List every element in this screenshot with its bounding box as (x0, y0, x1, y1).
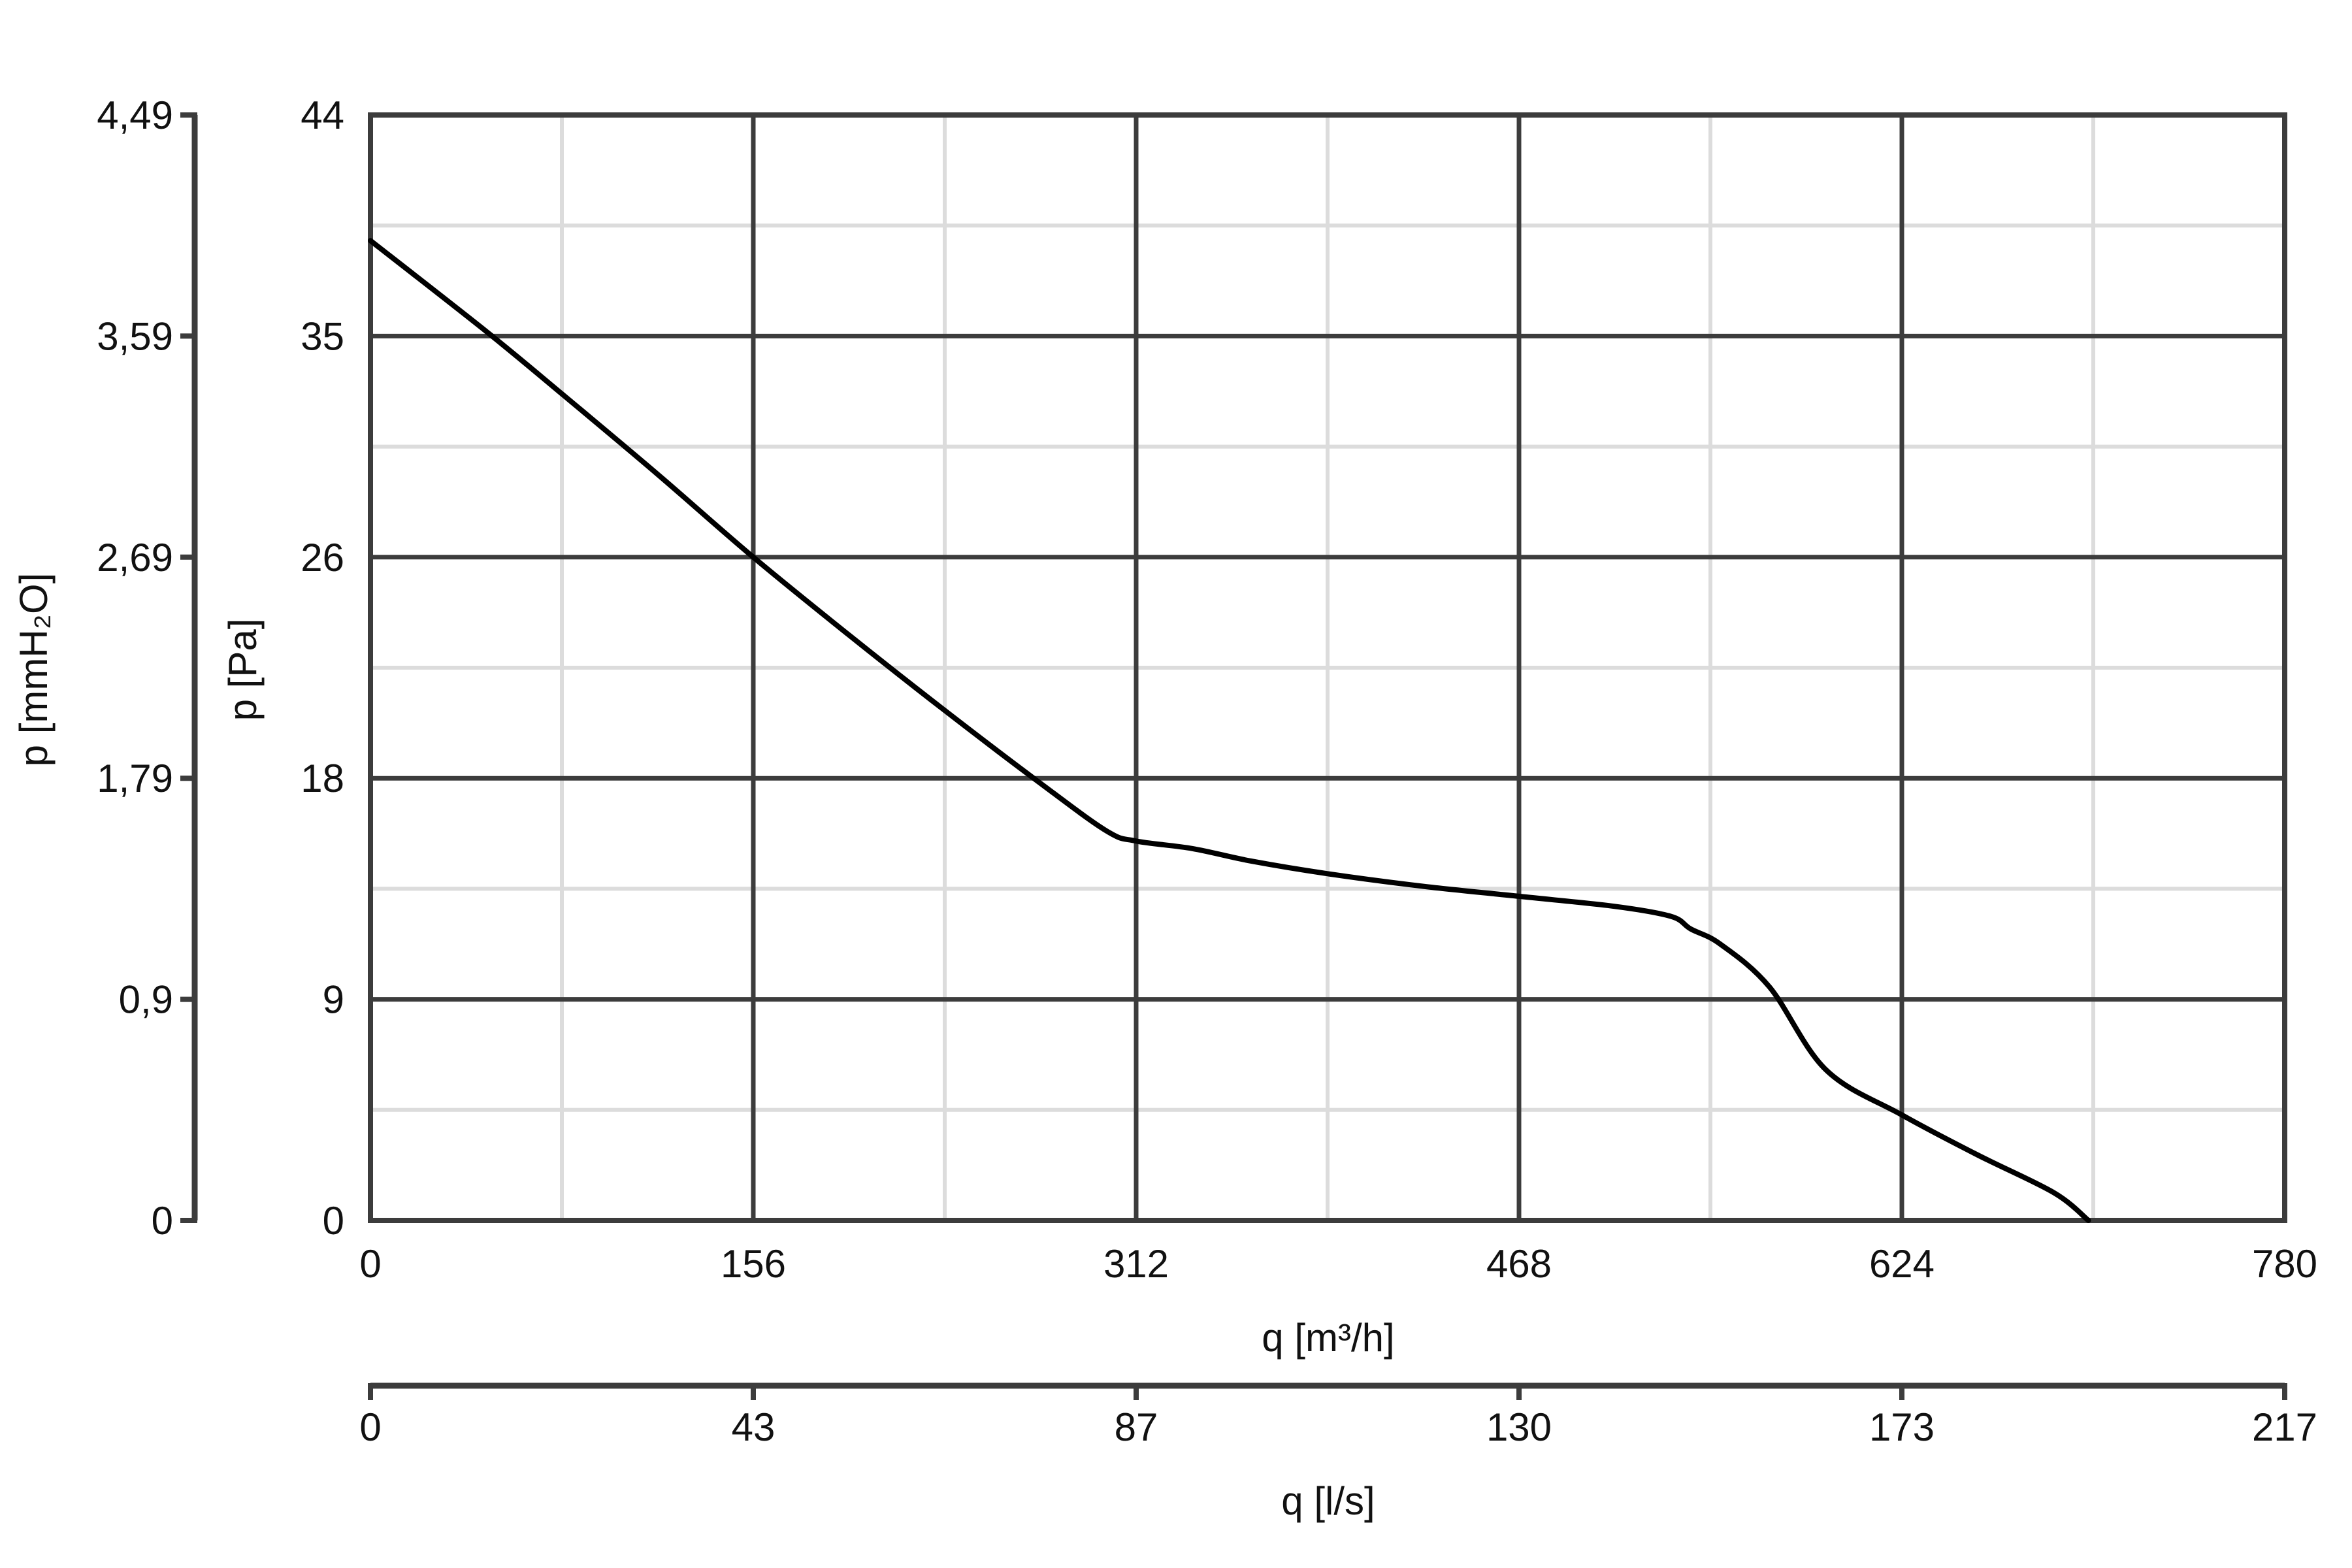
x2-tick-label: 130 (1486, 1405, 1552, 1449)
x2-tick-label: 217 (2252, 1405, 2317, 1449)
x-tick-label: 468 (1486, 1242, 1552, 1286)
y2-tick-label: 0 (152, 1199, 173, 1243)
axes (180, 112, 2287, 1400)
plot-series (368, 238, 2091, 1223)
x2-axis-title: q [l/s] (1281, 1479, 1375, 1523)
y2-tick-label: 2,69 (97, 536, 173, 580)
plot-frame (368, 112, 2287, 1223)
y2-axis-title: p [mmH₂O] (12, 573, 56, 767)
y-axis-title: p [Pa] (221, 619, 265, 721)
y-tick-label: 35 (301, 314, 344, 358)
y-tick-label: 9 (323, 978, 344, 1022)
y-tick-label: 26 (301, 536, 344, 580)
y2-tick-label: 1,79 (97, 757, 173, 800)
y-tick-label: 0 (323, 1199, 344, 1243)
x-axis-title: q [m³/h] (1262, 1316, 1394, 1360)
y2-tick-label: 4,49 (97, 93, 173, 137)
pressure-curve (368, 238, 2091, 1223)
x2-tick-label: 0 (359, 1405, 381, 1449)
x-tick-label: 156 (721, 1242, 786, 1286)
tick-labels: 0 156 312 468 624 780 0 9 18 26 35 44 0 0,9 1,79 2,69 3,… (97, 93, 2317, 1449)
x-tick-label: 0 (359, 1242, 381, 1286)
x-tick-label: 312 (1103, 1242, 1169, 1286)
y2-tick-label: 0,9 (119, 978, 173, 1022)
x2-tick-label: 87 (1115, 1405, 1158, 1449)
x2-tick-label: 173 (1869, 1405, 1935, 1449)
y2-tick-label: 3,59 (97, 314, 173, 358)
minor-grid (370, 115, 2285, 1220)
x2-tick-label: 43 (732, 1405, 776, 1449)
x-tick-label: 780 (2252, 1242, 2317, 1286)
y-tick-label: 44 (301, 93, 344, 137)
x-tick-label: 624 (1869, 1242, 1935, 1286)
y-tick-label: 18 (301, 757, 344, 800)
